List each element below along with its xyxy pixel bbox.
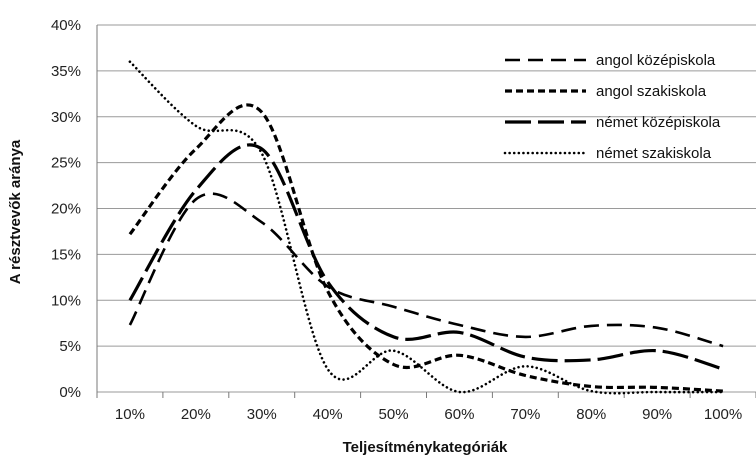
y-tick-label: 20% — [51, 201, 81, 218]
x-tick-label: 100% — [704, 406, 742, 423]
y-tick-label: 35% — [51, 63, 81, 80]
x-axis-ticks: 10% 20% 30% 40% 50% 60% 70% 80% 90% 100% — [115, 406, 742, 423]
legend: angol középiskola angol szakiskola német k… — [503, 52, 721, 162]
y-axis-title: A résztvevők aránya — [7, 139, 24, 284]
x-tick-label: 10% — [115, 406, 145, 423]
x-axis-title: Teljesítménykategóriák — [343, 439, 508, 456]
series-line — [128, 103, 724, 393]
series-lines — [128, 60, 725, 395]
legend-label: német középiskola — [596, 114, 721, 131]
legend-label: angol középiskola — [596, 52, 716, 69]
y-tick-label: 5% — [59, 338, 81, 355]
legend-label: német szakiskola — [596, 145, 712, 162]
x-tick-label: 90% — [642, 406, 672, 423]
legend-label: angol szakiskola — [596, 83, 707, 100]
y-tick-label: 10% — [51, 292, 81, 309]
x-tick-label: 50% — [379, 406, 409, 423]
y-tick-label: 0% — [59, 384, 81, 401]
x-tick-label: 70% — [510, 406, 540, 423]
y-tick-label: 40% — [51, 17, 81, 34]
x-tick-label: 60% — [444, 406, 474, 423]
x-tick-label: 40% — [313, 406, 343, 423]
y-tick-label: 25% — [51, 155, 81, 172]
series-line — [128, 60, 725, 395]
x-tick-label: 80% — [576, 406, 606, 423]
series-line — [128, 192, 724, 348]
y-tick-label: 15% — [51, 246, 81, 263]
y-tick-label: 30% — [51, 109, 81, 126]
x-tick-label: 20% — [181, 406, 211, 423]
x-tick-label: 30% — [247, 406, 277, 423]
x-axis — [96, 25, 756, 398]
series-line — [128, 143, 724, 371]
y-axis-ticks: 0% 5% 10% 15% 20% 25% 30% 35% 40% — [51, 17, 81, 401]
gridlines — [97, 24, 756, 393]
